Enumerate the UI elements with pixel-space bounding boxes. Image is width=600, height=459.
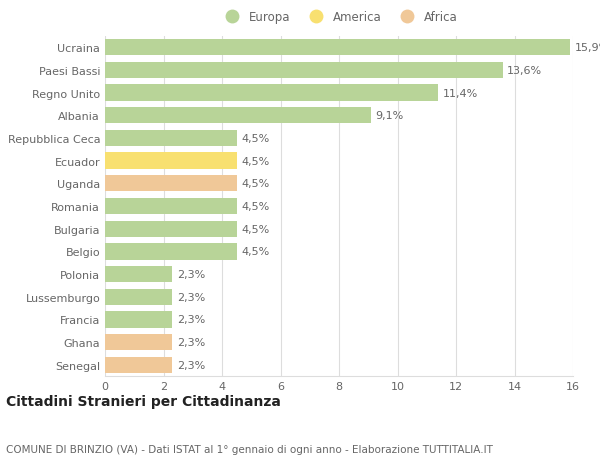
Bar [105,198,236,215]
Bar [105,108,371,124]
Text: 4,5%: 4,5% [241,202,269,212]
Bar [105,357,172,373]
Text: 2,3%: 2,3% [176,269,205,280]
Text: 15,9%: 15,9% [574,43,600,53]
Bar [105,221,236,237]
Bar [105,244,236,260]
Text: 4,5%: 4,5% [241,224,269,234]
Text: 11,4%: 11,4% [443,88,478,98]
Bar [105,40,570,56]
Bar [105,334,172,351]
Bar [105,289,172,305]
Bar [105,85,439,101]
Bar [105,312,172,328]
Text: 4,5%: 4,5% [241,134,269,144]
Text: 9,1%: 9,1% [376,111,404,121]
Text: 13,6%: 13,6% [507,66,542,76]
Bar [105,266,172,283]
Text: 4,5%: 4,5% [241,179,269,189]
Text: 4,5%: 4,5% [241,156,269,166]
Legend: Europa, America, Africa: Europa, America, Africa [217,7,461,28]
Text: 2,3%: 2,3% [176,292,205,302]
Bar [105,176,236,192]
Text: COMUNE DI BRINZIO (VA) - Dati ISTAT al 1° gennaio di ogni anno - Elaborazione TU: COMUNE DI BRINZIO (VA) - Dati ISTAT al 1… [6,444,493,454]
Text: 4,5%: 4,5% [241,247,269,257]
Bar [105,153,236,169]
Text: 2,3%: 2,3% [176,360,205,370]
Text: 2,3%: 2,3% [176,337,205,347]
Text: 2,3%: 2,3% [176,315,205,325]
Bar [105,62,503,79]
Bar [105,130,236,147]
Text: Cittadini Stranieri per Cittadinanza: Cittadini Stranieri per Cittadinanza [6,395,281,409]
